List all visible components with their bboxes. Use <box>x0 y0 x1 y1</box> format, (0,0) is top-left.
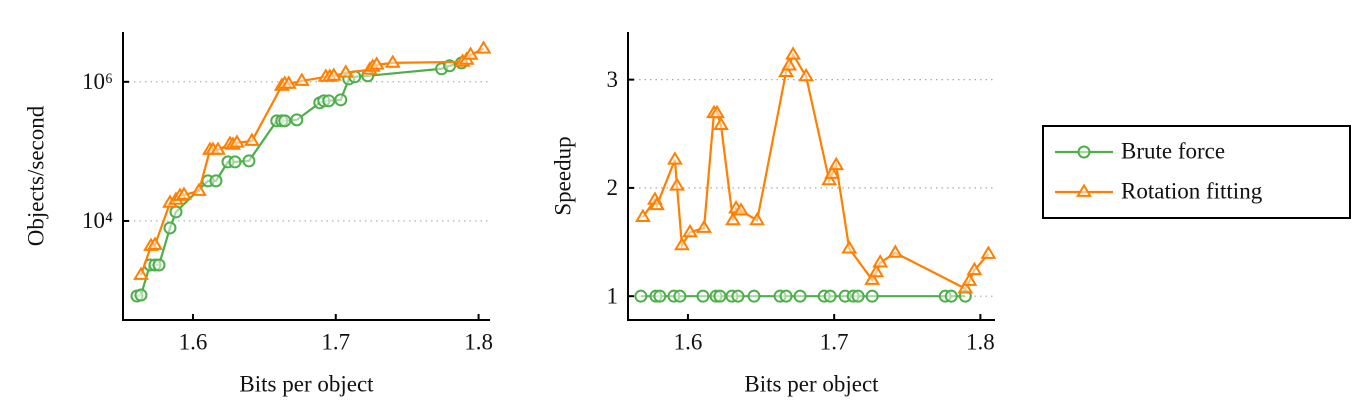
marker <box>653 289 667 303</box>
marker <box>1077 145 1091 159</box>
marker <box>713 289 727 303</box>
marker <box>667 151 683 165</box>
marker <box>669 177 685 191</box>
marker <box>798 67 815 82</box>
marker <box>169 205 183 219</box>
x-tick-label: 1.6 <box>674 329 703 354</box>
marker <box>781 57 798 71</box>
legend-box <box>1042 125 1351 219</box>
marker <box>290 113 304 127</box>
marker <box>134 288 148 302</box>
y-axis-label: Speedup <box>550 136 575 215</box>
plot-area <box>634 46 997 303</box>
marker <box>334 93 348 107</box>
marker <box>779 289 793 303</box>
marker <box>176 186 192 200</box>
marker <box>696 219 712 233</box>
marker <box>872 254 889 268</box>
marker <box>163 221 177 235</box>
marker <box>278 114 292 128</box>
marker <box>824 165 841 179</box>
x-axis-label: Bits per object <box>239 371 374 396</box>
marker <box>944 289 958 303</box>
marker <box>475 40 492 54</box>
y-tick-label: 10⁴ <box>82 208 113 233</box>
marker <box>864 271 881 285</box>
marker <box>749 211 766 226</box>
marker <box>821 171 838 186</box>
marker <box>280 75 297 89</box>
marker <box>957 280 974 294</box>
marker <box>865 289 879 303</box>
y-tick-label: 2 <box>607 175 619 200</box>
marker <box>1076 183 1092 197</box>
marker <box>731 289 745 303</box>
marker <box>209 174 223 188</box>
marker <box>384 54 401 68</box>
marker <box>242 154 256 168</box>
marker <box>828 156 845 171</box>
x-tick-label: 1.8 <box>966 329 995 354</box>
marker <box>696 289 710 303</box>
marker <box>228 155 242 169</box>
marker <box>649 196 665 211</box>
marker <box>778 63 794 77</box>
marker <box>841 240 858 254</box>
marker <box>147 236 163 250</box>
marker <box>851 289 865 303</box>
legend-label: Brute force <box>1121 138 1225 163</box>
y-axis-label: Objects/second <box>23 105 48 246</box>
marker <box>133 266 149 280</box>
marker <box>709 104 725 119</box>
marker <box>368 56 385 70</box>
marker <box>725 211 741 226</box>
series-line <box>139 47 485 276</box>
y-tick-label: 10⁶ <box>82 69 113 94</box>
marker <box>634 208 651 223</box>
marker <box>966 261 983 276</box>
x-tick-label: 1.7 <box>820 329 849 354</box>
marker <box>868 263 885 278</box>
marker <box>191 182 207 196</box>
marker <box>210 141 226 155</box>
x-axis-label: Bits per object <box>744 371 879 396</box>
series-line <box>136 61 462 298</box>
marker <box>244 132 260 146</box>
marker <box>793 289 807 303</box>
marker <box>713 116 729 131</box>
marker <box>961 272 978 286</box>
plot-area <box>130 40 492 303</box>
x-tick-label: 1.8 <box>464 329 493 354</box>
marker <box>682 223 698 238</box>
y-tick-label: 1 <box>607 283 619 308</box>
legend: Brute force Rotation fitting <box>1042 125 1351 219</box>
x-tick-label: 1.7 <box>321 329 350 354</box>
marker <box>747 289 761 303</box>
marker <box>823 289 837 303</box>
marker <box>785 46 802 60</box>
marker <box>229 134 245 148</box>
marker <box>980 245 997 259</box>
marker <box>293 72 310 86</box>
marker <box>887 244 904 258</box>
marker <box>325 67 342 81</box>
marker <box>462 46 479 60</box>
marker <box>634 289 648 303</box>
series-line <box>642 52 990 291</box>
x-tick-label: 1.6 <box>179 329 208 354</box>
y-tick-label: 3 <box>607 67 619 92</box>
legend-label: Rotation fitting <box>1121 178 1263 203</box>
marker <box>152 258 166 272</box>
marker <box>674 236 690 251</box>
marker <box>337 64 354 78</box>
marker <box>322 94 336 108</box>
marker <box>673 289 687 303</box>
marker <box>733 202 749 216</box>
